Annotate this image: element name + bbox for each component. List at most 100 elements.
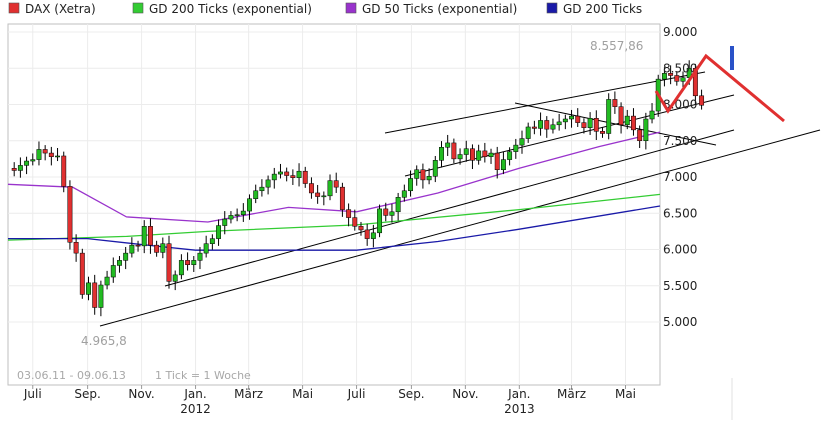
candle-body <box>253 190 259 199</box>
candle-body <box>600 131 605 134</box>
candle-body <box>488 152 494 157</box>
candle-body <box>575 115 581 123</box>
x-tick-label: März <box>557 387 586 401</box>
candle-body <box>668 73 674 76</box>
candle-body <box>463 148 469 155</box>
y-tick-label: 6.500 <box>663 206 697 220</box>
candle-body <box>606 99 612 134</box>
candle-body <box>364 229 370 239</box>
tick-info-label: 1 Tick = 1 Woche <box>155 369 251 382</box>
candle-body <box>234 214 240 216</box>
candle-body <box>278 171 283 175</box>
candle-body <box>352 217 358 227</box>
plot-frame <box>7 23 661 386</box>
year-label: 2013 <box>504 402 535 416</box>
candle-body <box>432 160 438 177</box>
candle-body <box>154 244 160 253</box>
legend-label: GD 200 Ticks <box>563 2 642 16</box>
candle-body <box>271 173 277 181</box>
candle-body <box>36 149 42 160</box>
candle-body <box>141 226 147 247</box>
candle-body <box>569 115 574 120</box>
candle-body <box>240 210 246 215</box>
x-tick-label: Juli <box>347 387 366 401</box>
hand-drawn-overlay <box>654 46 785 420</box>
candle-body <box>581 122 587 128</box>
x-tick-label: Sep. <box>74 387 100 401</box>
legend-swatch <box>8 2 20 14</box>
axes: 5.0005.5006.0006.5007.0007.5008.0008.500… <box>23 25 697 416</box>
candle-body <box>61 155 67 187</box>
candle-body <box>699 95 705 106</box>
moving-average-line <box>7 131 661 223</box>
red-zigzag <box>654 53 785 123</box>
x-tick-label: Juli <box>23 387 42 401</box>
low-label: 4.965,8 <box>81 334 127 348</box>
candle-body <box>408 178 413 192</box>
trendline <box>514 102 717 146</box>
legend-swatch <box>546 2 558 14</box>
candle-body <box>637 129 643 141</box>
candle-body <box>315 192 321 197</box>
legend-swatch <box>132 2 144 14</box>
candle-body <box>377 208 383 234</box>
candle-body <box>562 118 568 123</box>
trendline <box>99 129 821 327</box>
y-tick-label: 9.000 <box>663 25 697 39</box>
candle-body <box>166 243 172 282</box>
candle-body <box>383 208 389 216</box>
candle-body <box>191 260 197 265</box>
candle-body <box>649 110 655 120</box>
candle-body <box>17 165 23 171</box>
candle-body <box>160 243 166 253</box>
candle-body <box>507 151 513 160</box>
candle-body <box>284 171 290 176</box>
candle-body <box>593 118 599 132</box>
y-tick-label: 7.000 <box>663 170 697 184</box>
x-tick-label: Jan. <box>507 387 530 401</box>
candle-body <box>674 75 680 82</box>
x-tick-label: Jan. <box>183 387 206 401</box>
candle-body <box>302 170 308 184</box>
legend: DAX (Xetra) GD 200 Ticks (exponential) GD … <box>8 2 642 16</box>
candle-body <box>104 276 110 286</box>
candle-body <box>643 118 649 141</box>
moving-average-line <box>8 205 661 251</box>
candle-body <box>587 118 593 128</box>
blue-marker <box>730 46 734 70</box>
x-tick-label: Nov. <box>128 387 154 401</box>
x-tick-label: Sep. <box>398 387 424 401</box>
candle-body <box>686 68 692 78</box>
candle-body <box>544 120 550 130</box>
candle-body <box>92 282 98 308</box>
high-label: 8.557,86 <box>590 39 643 53</box>
candle-body <box>178 260 184 276</box>
candle-body <box>129 244 135 254</box>
year-label: 2012 <box>180 402 211 416</box>
legend-label: GD 50 Ticks (exponential) <box>362 2 517 16</box>
candle-body <box>513 144 519 152</box>
candle-body <box>247 198 252 212</box>
candle-body <box>67 186 73 243</box>
candle-body <box>185 260 191 265</box>
candle-body <box>612 99 618 107</box>
candle-body <box>228 215 234 220</box>
candle-body <box>631 115 636 131</box>
candle-body <box>290 175 296 178</box>
candle-body <box>519 138 525 146</box>
candle-body <box>79 252 85 295</box>
y-tick-label: 5.500 <box>663 279 697 293</box>
moving-averages <box>7 131 661 251</box>
candle-body <box>98 284 104 308</box>
candle-body <box>550 124 556 130</box>
trendline <box>384 71 706 134</box>
candle-body <box>358 226 364 231</box>
candle-body <box>327 180 333 197</box>
candle-body <box>24 160 30 166</box>
candle-body <box>11 168 17 171</box>
candle-body <box>445 142 451 148</box>
candle-body <box>265 179 271 188</box>
candle-body <box>414 169 420 179</box>
candle-body <box>420 169 426 181</box>
